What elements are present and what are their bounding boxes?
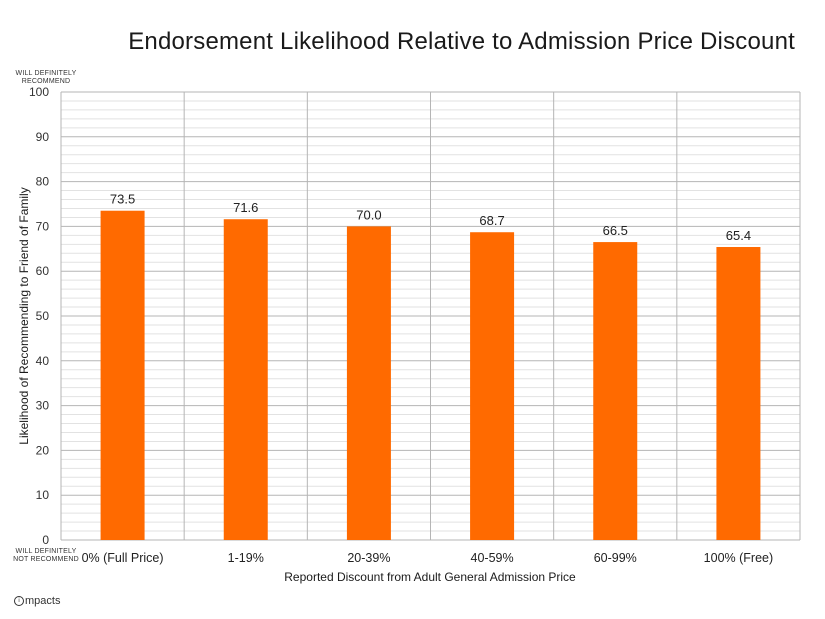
y-tick-label: 90	[36, 130, 50, 144]
impacts-logo: i mpacts	[14, 595, 60, 607]
y-tick-label: 60	[36, 264, 50, 278]
logo-mark: i	[14, 596, 24, 607]
logo-text: mpacts	[25, 595, 61, 607]
bar-value-label: 66.5	[603, 223, 628, 238]
bars	[100, 210, 761, 540]
top-annotation-line1: WILL DEFINITELY	[15, 70, 77, 77]
bar	[716, 247, 761, 540]
labels: 0 10 20 30 40 50 60 70 80 90 100 73.5 0% (Full Price…	[29, 85, 773, 565]
bar	[346, 226, 391, 540]
bar-value-label: 65.4	[726, 228, 751, 243]
top-annotation: WILL DEFINITELY RECOMMEND	[6, 70, 86, 86]
bar	[100, 210, 145, 540]
y-tick-label: 20	[36, 443, 50, 457]
y-tick-label: 80	[36, 175, 50, 189]
x-axis-label: Reported Discount from Adult General Adm…	[284, 570, 576, 584]
y-tick-label: 40	[36, 354, 50, 368]
bottom-annotation-line1: WILL DEFINITELY	[15, 548, 77, 555]
y-axis-label: Likelihood of Recommending to Friend of …	[17, 187, 31, 444]
bar	[223, 219, 268, 540]
grid	[60, 91, 801, 541]
y-tick-label: 50	[36, 309, 50, 323]
y-tick-label: 100	[29, 85, 49, 99]
x-tick-label: 0% (Full Price)	[82, 551, 164, 565]
top-annotation-line2: RECOMMEND	[21, 78, 71, 85]
bar-value-label: 73.5	[110, 192, 135, 207]
bar-value-label: 71.6	[233, 200, 258, 215]
bar	[470, 232, 515, 540]
x-tick-label: 40-59%	[471, 551, 514, 565]
x-tick-label: 60-99%	[594, 551, 637, 565]
y-tick-label: 10	[36, 488, 50, 502]
bottom-annotation-line2: NOT RECOMMEND	[13, 556, 79, 563]
x-tick-label: 20-39%	[347, 551, 390, 565]
y-tick-label: 70	[36, 219, 50, 233]
bar	[593, 242, 638, 540]
y-tick-label: 30	[36, 399, 50, 413]
chart-title: Endorsement Likelihood Relative to Admis…	[128, 28, 795, 55]
y-tick-label: 0	[42, 533, 49, 547]
x-tick-label: 1-19%	[228, 551, 264, 565]
bottom-annotation: WILL DEFINITELY NOT RECOMMEND	[6, 548, 86, 564]
x-tick-label: 100% (Free)	[704, 551, 773, 565]
bar-value-label: 68.7	[479, 213, 504, 228]
bar-value-label: 70.0	[356, 207, 381, 222]
